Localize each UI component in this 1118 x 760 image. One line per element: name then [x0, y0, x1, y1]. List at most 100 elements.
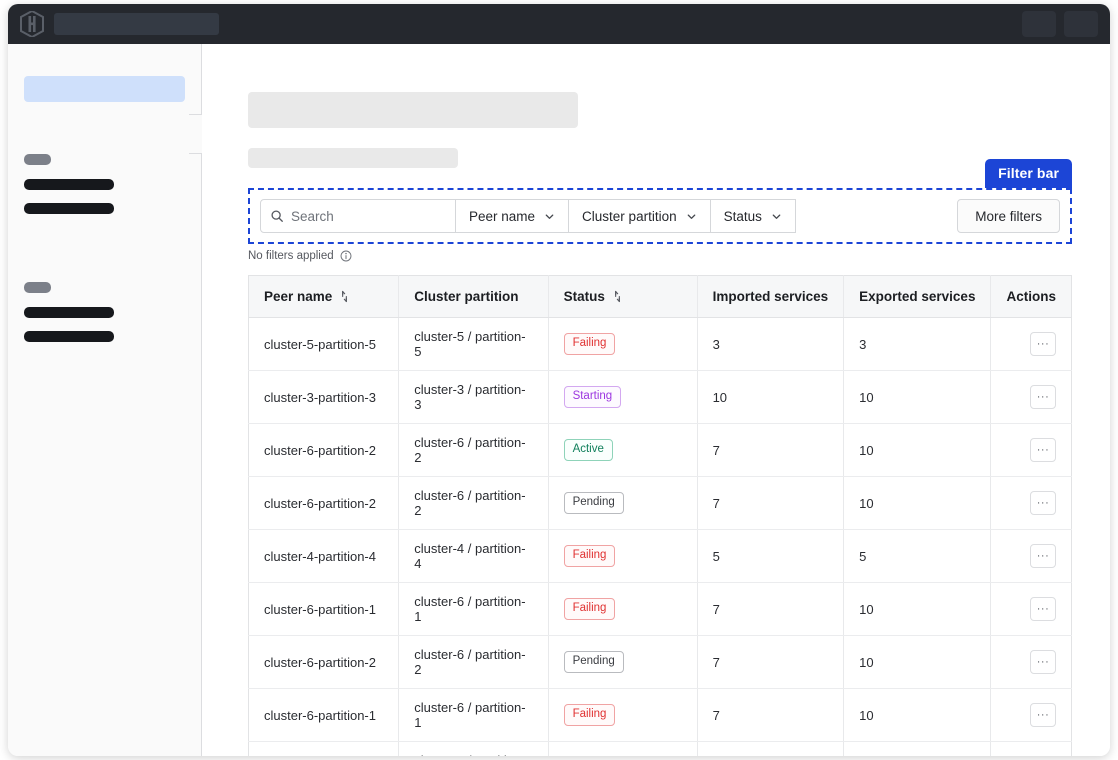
column-header-cluster-partition-label: Cluster partition [414, 289, 519, 304]
cell-status: Pending [547, 476, 698, 530]
more-filters-button[interactable]: More filters [957, 199, 1060, 233]
sort-icon[interactable] [339, 290, 350, 303]
sidebar-item-placeholder-3[interactable] [24, 307, 114, 318]
column-header-imported-services-label: Imported services [712, 289, 829, 304]
cell-peer-name: cluster-4-partition-4 [248, 529, 399, 583]
sidebar-item-placeholder-4[interactable] [24, 331, 114, 342]
table-row[interactable]: cluster-6-partition-2 cluster-6 / partit… [248, 635, 1072, 689]
status-badge: Pending [563, 651, 624, 673]
cell-imported-services: 7 [696, 423, 844, 477]
cell-imported-services: 7 [696, 582, 844, 636]
status-badge: Failing [563, 704, 616, 726]
table-row[interactable]: cluster-6-partition-1 cluster-6 / partit… [248, 582, 1072, 636]
sidebar-group-label-1 [24, 154, 51, 165]
page-title-placeholder [248, 92, 578, 128]
table-row[interactable]: cluster-3-partition-3 cluster-3 / partit… [248, 370, 1072, 424]
table-row[interactable]: cluster-6-partition-1 cluster-6 / partit… [248, 688, 1072, 742]
column-header-actions: Actions [990, 275, 1072, 318]
main-content: Filter bar [202, 44, 1110, 756]
column-header-status[interactable]: Status [547, 275, 698, 318]
cell-peer-name: cluster-5-partition-5 [248, 317, 399, 371]
cell-exported-services: 10 [843, 582, 991, 636]
cell-imported-services: 7 [696, 688, 844, 742]
row-actions-button[interactable]: ··· [1030, 703, 1056, 727]
filter-status-row: No filters applied [248, 250, 1072, 262]
cell-actions: ··· [990, 476, 1072, 530]
status-badge: Failing [563, 333, 616, 355]
sidebar-group-2 [24, 282, 185, 342]
status-badge: Pending [563, 492, 624, 514]
cell-actions: ··· [990, 582, 1072, 636]
row-actions-button[interactable]: ··· [1030, 385, 1056, 409]
cell-actions: ··· [990, 317, 1072, 371]
more-filters-label: More filters [975, 208, 1042, 224]
cell-imported-services: 3 [696, 317, 844, 371]
cell-actions: ··· [990, 688, 1072, 742]
cell-peer-name: cluster-6-partition-1 [248, 582, 399, 636]
table-row[interactable]: cluster-6-partition-2 cluster-6 / partit… [248, 423, 1072, 477]
hashicorp-logo-icon[interactable] [20, 11, 44, 37]
cell-peer-name: cluster-6-partition-2 [248, 635, 399, 689]
cell-exported-services: 10 [843, 635, 991, 689]
table-row[interactable]: cluster-4-partition-4 cluster-4 / partit… [248, 529, 1072, 583]
app-window: Filter bar [8, 4, 1110, 756]
info-icon[interactable] [340, 250, 352, 262]
filter-dropdown-peer-name-label: Peer name [469, 208, 536, 224]
nav-action-placeholder-1[interactable] [1022, 11, 1056, 37]
filter-dropdown-peer-name[interactable]: Peer name [456, 199, 570, 233]
row-actions-button[interactable]: ··· [1030, 650, 1056, 674]
sidebar-item-selected[interactable] [24, 76, 185, 102]
sidebar-item-placeholder-1[interactable] [24, 179, 114, 190]
nav-action-placeholder-2[interactable] [1064, 11, 1098, 37]
filter-bar-annotated-region: Filter bar [248, 159, 1072, 244]
column-header-peer-name[interactable]: Peer name [248, 275, 399, 318]
sidebar-group-label-2 [24, 282, 51, 293]
chevron-down-icon [544, 211, 555, 222]
filter-bar-highlight-box: Peer name Cluster partition [248, 188, 1072, 244]
cell-peer-name: cluster-3-partition-3 [249, 742, 399, 757]
sidebar-item-placeholder-2[interactable] [24, 203, 114, 214]
filter-controls: Peer name Cluster partition [260, 199, 1060, 233]
table-row[interactable]: cluster-3-partition-3 cluster-3 / partit… [249, 741, 1072, 757]
filter-status-text: No filters applied [248, 250, 334, 262]
filter-dropdown-status[interactable]: Status [710, 199, 796, 233]
chevron-down-icon [771, 211, 782, 222]
row-actions-button[interactable]: ··· [1030, 332, 1056, 356]
cell-status: Failing [547, 688, 698, 742]
cell-cluster-partition: cluster-6 / partition-1 [398, 582, 549, 636]
chevron-down-icon [686, 211, 697, 222]
column-header-exported-services: Exported services [843, 275, 991, 318]
cell-cluster-partition: cluster-6 / partition-2 [398, 635, 549, 689]
cell-cluster-partition: cluster-6 / partition-2 [398, 423, 549, 477]
cell-status: Failing [547, 317, 698, 371]
sort-icon[interactable] [612, 290, 623, 303]
cell-actions: ··· [990, 635, 1072, 689]
cell-exported-services: 3 [843, 317, 991, 371]
status-badge: Active [563, 439, 613, 461]
column-header-cluster-partition[interactable]: Cluster partition [398, 275, 549, 318]
row-actions-button[interactable]: ··· [1030, 491, 1056, 515]
cell-status: Failing [547, 582, 698, 636]
cell-cluster-partition: cluster-3 / partition-3 [398, 741, 549, 756]
status-badge: Failing [563, 545, 616, 567]
search-field[interactable] [260, 199, 456, 233]
cell-peer-name: cluster-6-partition-2 [248, 476, 399, 530]
row-actions-button[interactable]: ··· [1030, 544, 1056, 568]
table-row[interactable]: cluster-6-partition-2 cluster-6 / partit… [248, 476, 1072, 530]
filter-dropdown-cluster-partition[interactable]: Cluster partition [569, 199, 711, 233]
filter-dropdown-status-label: Status [723, 208, 762, 224]
row-actions-button[interactable]: ··· [1030, 438, 1056, 462]
filter-bar-callout-label: Filter bar [985, 159, 1072, 188]
status-badge: Starting [563, 386, 622, 408]
cell-cluster-partition: cluster-5 / partition-5 [398, 317, 549, 371]
search-input[interactable] [291, 208, 446, 224]
row-actions-button[interactable]: ··· [1030, 597, 1056, 621]
cell-exported-services: 10 [843, 688, 991, 742]
cell-actions: ··· [990, 741, 1072, 756]
column-header-exported-services-label: Exported services [859, 289, 976, 304]
cell-exported-services: 10 [843, 741, 991, 756]
table-header: Peer name [248, 275, 1072, 318]
table-row[interactable]: cluster-5-partition-5 cluster-5 / partit… [248, 317, 1072, 371]
top-navigation-bar [8, 4, 1110, 44]
cell-cluster-partition: cluster-6 / partition-1 [398, 688, 549, 742]
